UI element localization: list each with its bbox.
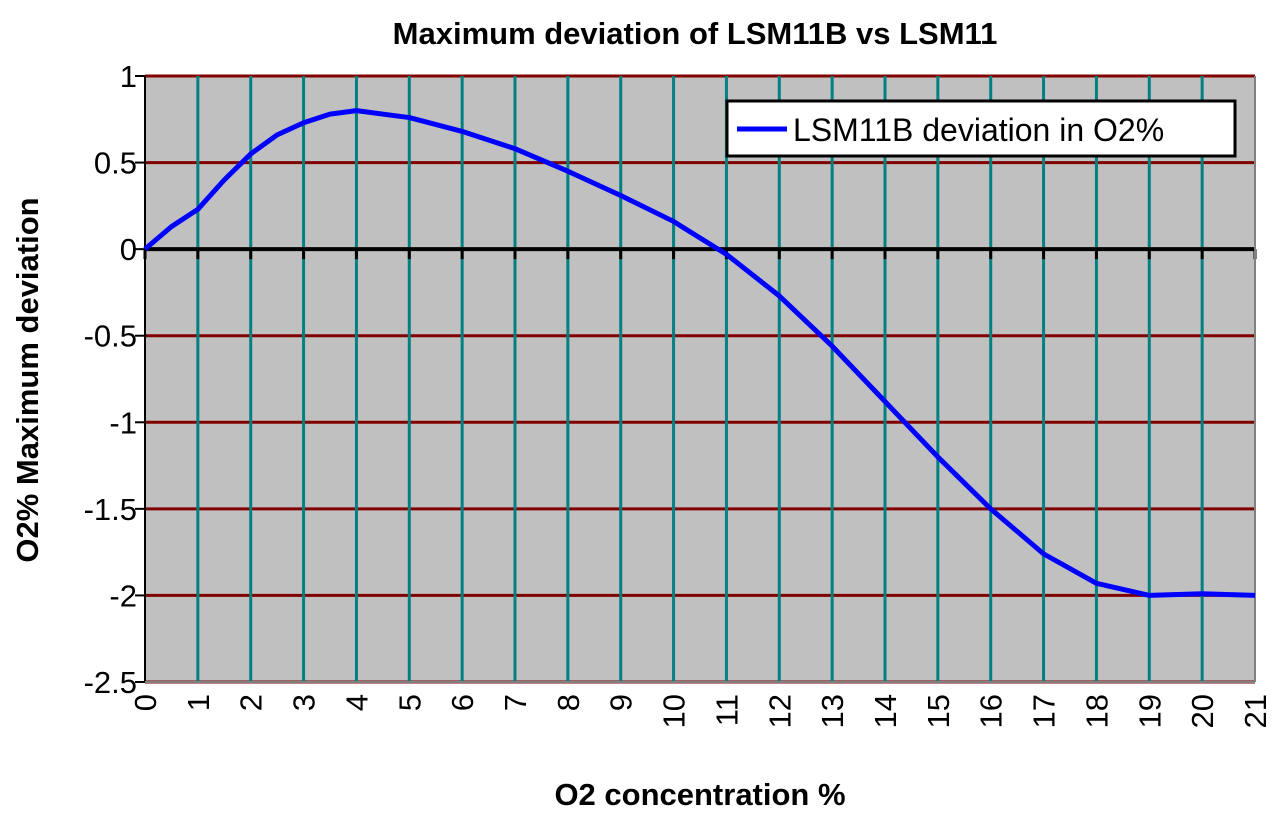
x-tick-label: 9: [604, 694, 639, 711]
legend-label: LSM11B deviation in O2%: [793, 112, 1164, 148]
x-tick-label: 7: [498, 694, 533, 711]
x-tick-label: 4: [339, 694, 374, 711]
x-tick-label: 2: [234, 694, 269, 711]
y-tick-label: 0: [120, 232, 137, 267]
x-tick-label: 15: [921, 694, 956, 728]
x-axis-label: O2 concentration %: [554, 777, 845, 812]
x-tick-label: 17: [1027, 694, 1062, 728]
x-tick-label: 21: [1238, 694, 1273, 728]
y-tick-label: 0.5: [94, 146, 137, 181]
y-axis-label: O2% Maximum deviation: [10, 197, 45, 562]
x-tick-label: 11: [709, 694, 744, 726]
plot-area: [145, 76, 1255, 682]
x-tick-label: 14: [868, 694, 903, 728]
x-tick-label: 8: [551, 694, 586, 711]
x-tick-label: 3: [287, 694, 322, 711]
y-tick-label: -1: [109, 405, 137, 440]
series-line-lsm11b: [143, 108, 1256, 598]
x-tick-label: 5: [392, 694, 427, 711]
legend-box: [725, 99, 1237, 158]
x-tick-label: 18: [1079, 694, 1114, 728]
y-tick-label: -0.5: [84, 319, 137, 354]
y-tick-label: -2: [109, 578, 137, 613]
legend: LSM11B deviation in O2%: [725, 99, 1237, 158]
x-tick-label: 16: [974, 694, 1009, 728]
chart-title: Maximum deviation of LSM11B vs LSM11: [393, 16, 998, 51]
x-tick-label: 12: [762, 694, 797, 728]
y-tick-label: -1.5: [84, 492, 137, 527]
x-tick-label: 20: [1185, 694, 1220, 728]
x-tick-label: 13: [815, 694, 850, 728]
x-tick-label: 19: [1132, 694, 1167, 728]
x-tick-label: 6: [445, 694, 480, 711]
x-tick-label: 0: [128, 694, 163, 711]
x-tick-label: 1: [181, 694, 216, 711]
y-tick-label: -2.5: [84, 665, 137, 700]
x-tick-label: 10: [657, 694, 692, 728]
y-tick-label: 1: [120, 59, 137, 94]
